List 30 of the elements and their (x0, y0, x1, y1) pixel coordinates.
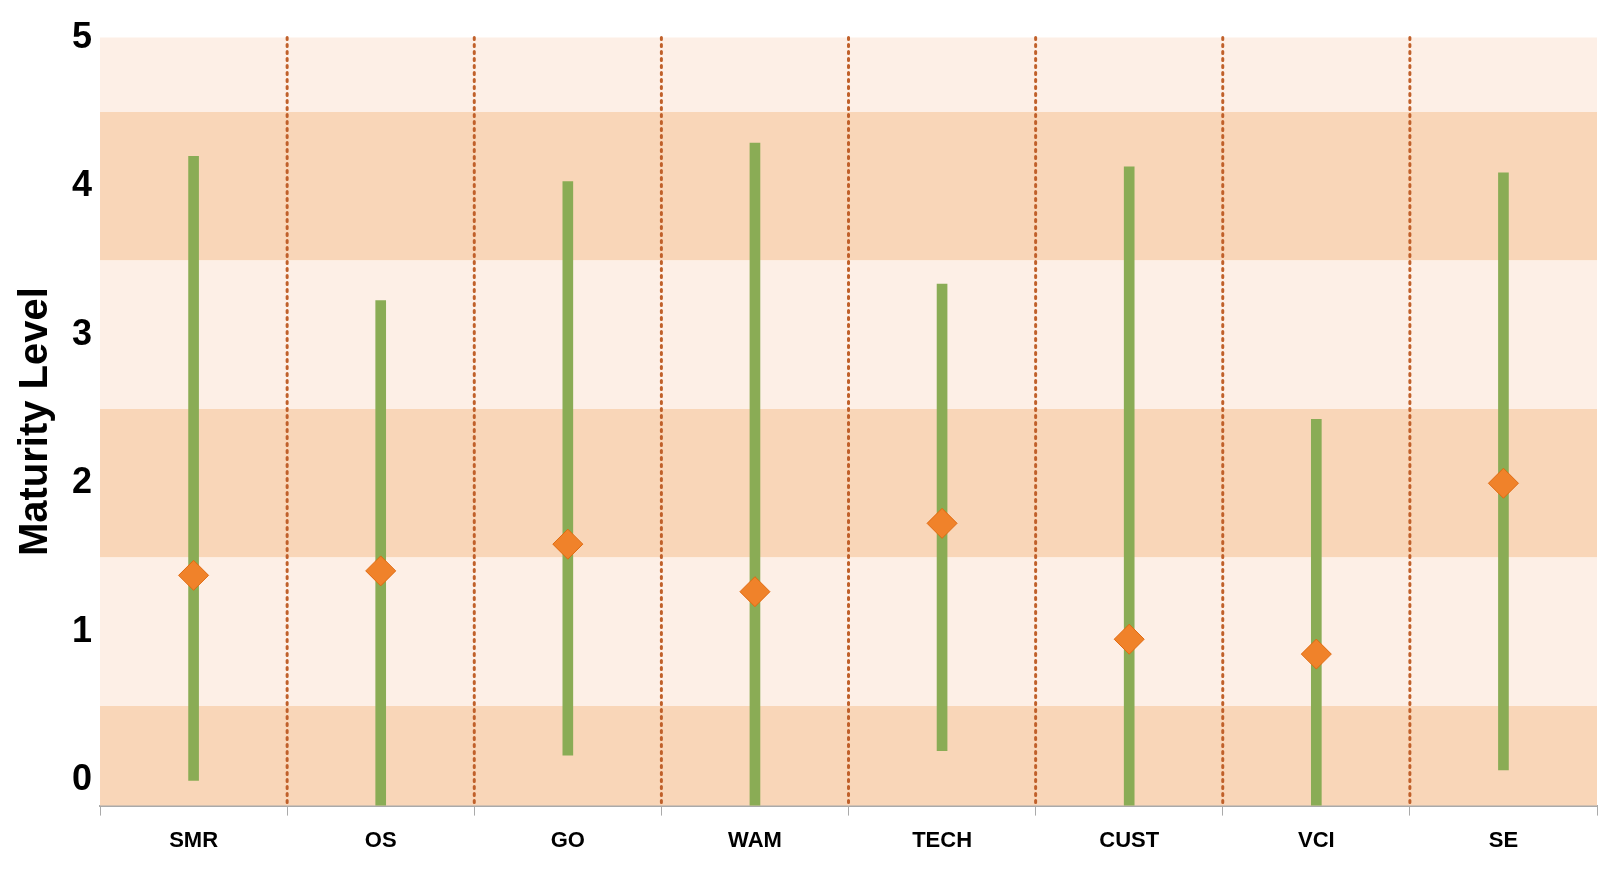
point (552, 528, 584, 560)
bar (188, 156, 199, 781)
y-tick-label: 5 (71, 14, 93, 56)
point (365, 555, 397, 587)
bar (1123, 166, 1135, 806)
bar (375, 300, 387, 806)
point (178, 559, 210, 591)
x-tick-label: WAM (728, 826, 782, 852)
y-tick-label: 4 (71, 163, 93, 205)
y-tick-label: 1 (71, 608, 93, 650)
y-axis-title: Maturity Level (11, 287, 56, 557)
bar (1498, 172, 1509, 771)
bar (562, 181, 574, 756)
y-tick-label: 3 (71, 311, 93, 353)
point (1300, 638, 1332, 670)
bar (749, 142, 761, 806)
y-tick-label: 2 (71, 460, 93, 502)
point (926, 507, 958, 539)
x-tick-label: VCI (1297, 826, 1335, 852)
x-tick-label: CUST (1099, 826, 1160, 852)
point (1487, 467, 1519, 499)
x-tick-label: OS (364, 826, 397, 852)
bar (1310, 419, 1322, 806)
x-tick-label: SMR (169, 826, 219, 852)
x-tick-label: GO (550, 826, 585, 852)
point (1113, 623, 1145, 655)
point (739, 576, 771, 608)
x-tick-label: SE (1488, 826, 1519, 852)
x-tick-label: TECH (912, 826, 973, 852)
y-tick-label: 0 (71, 757, 93, 799)
